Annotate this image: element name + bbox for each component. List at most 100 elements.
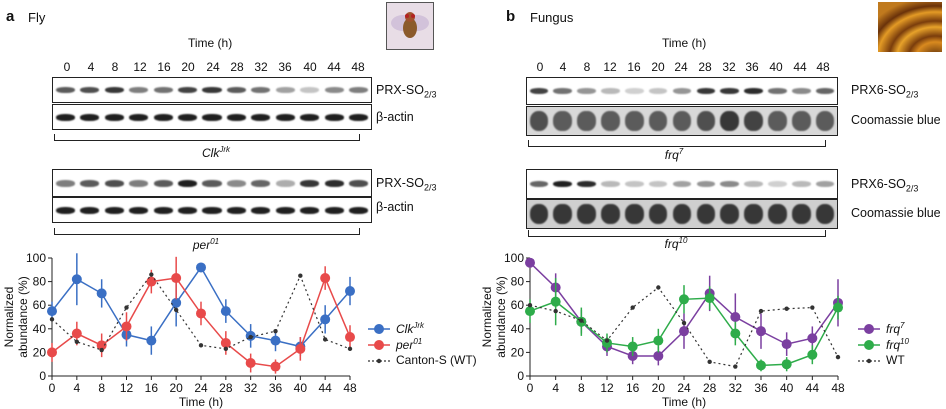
blot-band [648, 88, 668, 94]
blot-band [300, 179, 320, 187]
blot-band [275, 206, 295, 214]
blot-band [104, 179, 124, 187]
panel-b-time-title: Time (h) [662, 36, 707, 50]
panel-b-time-ticks: 0 4 8 12 16 20 24 28 32 36 40 44 48 [0, 60, 946, 76]
blot-band [529, 181, 549, 187]
time-tick: 16 [627, 60, 641, 74]
panel-b-letter: b [506, 8, 516, 25]
blot-band [768, 88, 787, 94]
data-point [121, 321, 132, 332]
legend-marker-wt [866, 358, 872, 364]
blot-band [815, 181, 835, 187]
x-tick-label: 12 [600, 381, 614, 395]
panel-a-genotype-2: per01 [192, 237, 220, 252]
blot-band [672, 181, 692, 187]
time-tick: 32 [254, 60, 268, 74]
blot-band [129, 87, 149, 93]
panel-b-blot-coomassie-2 [526, 199, 838, 229]
legend-item-wt: WT [886, 353, 905, 367]
time-tick: 48 [816, 60, 830, 74]
time-tick: 24 [674, 60, 688, 74]
blot-band [577, 111, 596, 131]
blot-band [529, 204, 549, 224]
data-point [245, 358, 256, 369]
data-point [248, 334, 253, 340]
data-point [74, 339, 80, 344]
data-point [681, 320, 687, 326]
y-tick-label: 20 [33, 345, 47, 359]
blot-band [55, 206, 75, 214]
time-tick: 12 [603, 60, 617, 74]
blot-band [177, 113, 198, 121]
data-point [579, 318, 584, 323]
time-tick: 28 [698, 60, 712, 74]
x-tick-label: 8 [98, 381, 105, 395]
time-tick: 24 [206, 60, 220, 74]
panel-a-letter: a [6, 8, 15, 25]
y-tick-label: 0 [39, 369, 46, 383]
panel-a-blot-prx-2 [52, 169, 372, 197]
data-point [171, 273, 182, 284]
legend-marker-frq10 [864, 340, 874, 350]
blot-band [791, 204, 811, 224]
data-point [47, 347, 57, 358]
blot-band [129, 179, 149, 187]
y-tick-label: 60 [511, 298, 525, 312]
y-tick-label: 80 [511, 275, 525, 289]
blot-band [768, 111, 787, 131]
panel-a-blot-actin-2 [52, 197, 372, 223]
blot-band [275, 179, 295, 187]
x-tick-label: 8 [578, 381, 585, 395]
data-point [196, 262, 206, 273]
y-axis-label-line2: abundance (%) [494, 276, 508, 357]
blot-band [349, 87, 369, 93]
legend-marker-per [374, 340, 384, 350]
blot-band [672, 204, 692, 224]
blot-band [275, 87, 295, 93]
data-point [149, 272, 154, 277]
time-tick: 12 [133, 60, 147, 74]
blot-band [55, 87, 75, 93]
blot-band [577, 204, 596, 224]
legend-item-frq10: frq10 [886, 337, 909, 352]
x-tick-label: 20 [169, 381, 183, 395]
data-point [71, 274, 82, 285]
data-point [146, 335, 157, 346]
data-point [295, 343, 306, 354]
x-tick-label: 44 [318, 381, 332, 395]
data-point [223, 346, 229, 352]
data-point [784, 306, 789, 311]
blot-band [648, 204, 668, 224]
blot-band [324, 179, 344, 187]
data-point [807, 333, 818, 344]
blot-band [791, 88, 811, 94]
data-point [298, 273, 303, 278]
blot-band [226, 113, 246, 121]
blot-band [177, 87, 198, 93]
blot-band [251, 87, 271, 93]
time-tick: 36 [745, 60, 759, 74]
data-point [270, 335, 281, 346]
blot-band [55, 113, 75, 121]
blot-band [324, 113, 344, 121]
blot-band [696, 204, 716, 224]
panel-b-legend-symbols [858, 324, 880, 364]
panel-a-genotype-1: ClkJrk [201, 145, 230, 160]
data-point [124, 305, 129, 310]
time-tick: 28 [230, 60, 244, 74]
data-point [527, 303, 533, 308]
blot-band [625, 111, 644, 131]
panel-b-blot-coomassie-2-label: Coomassie blue [851, 206, 941, 220]
blot-band [153, 179, 173, 187]
data-point [525, 306, 535, 317]
blot-band [553, 181, 573, 187]
blot-band [55, 179, 75, 187]
panel-a-blot-prx-1-label: PRX-SO2/3 [376, 83, 437, 100]
time-tick: 0 [63, 60, 71, 74]
data-point [656, 285, 661, 290]
blot-band [768, 204, 787, 224]
blot-band [226, 87, 246, 93]
blot-band [324, 206, 344, 214]
y-tick-label: 100 [504, 251, 524, 265]
